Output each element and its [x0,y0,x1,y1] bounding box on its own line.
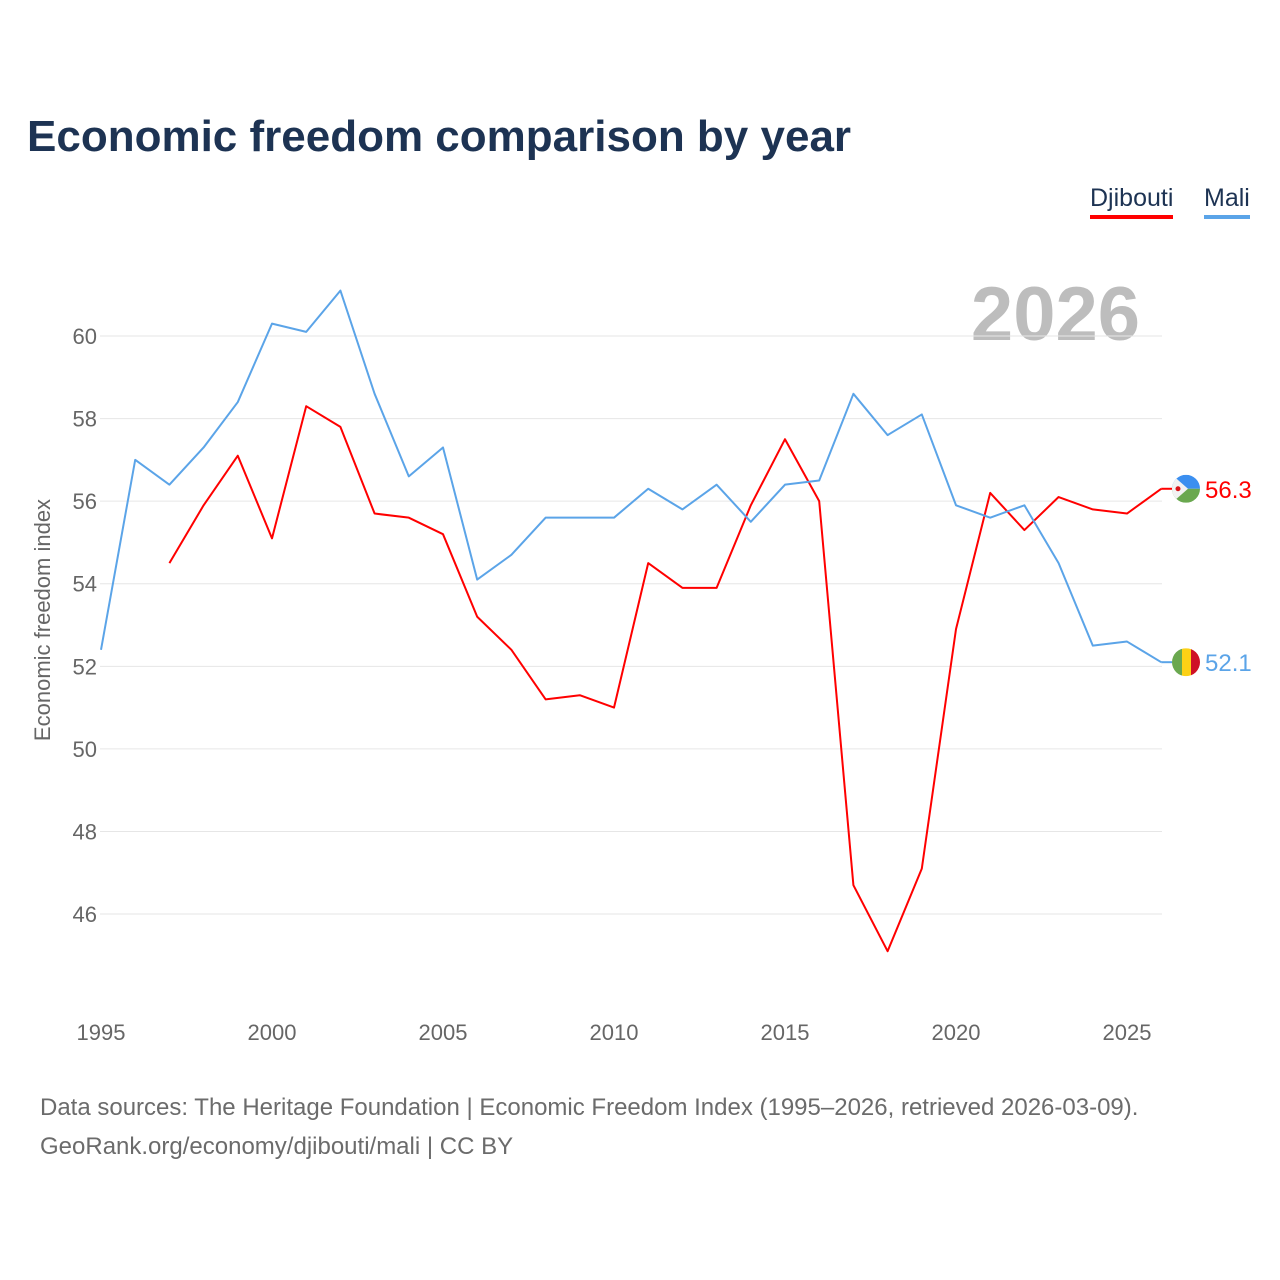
x-tick-label: 2010 [590,1020,639,1045]
x-tick-label: 2000 [248,1020,297,1045]
y-tick-label: 54 [73,572,97,597]
series-line-djibouti [168,405,1162,953]
y-axis-label: Economic freedom index [30,499,55,741]
y-tick-label: 46 [73,902,97,927]
y-tick-label: 56 [73,489,97,514]
footer-sources: Data sources: The Heritage Foundation | … [40,1088,1138,1166]
x-tick-label: 1995 [77,1020,126,1045]
chart-title: Economic freedom comparison by year [27,112,852,161]
x-tick-label: 2015 [761,1020,810,1045]
y-tick-label: 60 [73,324,97,349]
legend-mali[interactable]: Mali [1204,184,1250,219]
flag-mali-icon [1172,648,1200,677]
x-tick-label: 2005 [419,1020,468,1045]
series-line-mali [100,289,1162,664]
end-value-label-djibouti: 56.3 [1205,477,1252,504]
footer-line-1: Data sources: The Heritage Foundation | … [40,1094,1139,1121]
x-tick-label: 2020 [932,1020,981,1045]
year-watermark: 2026 [971,272,1140,357]
legend-djibouti[interactable]: Djibouti [1090,184,1174,219]
y-tick-label: 48 [73,819,97,844]
y-tick-label: 50 [73,737,97,762]
y-tick-label: 58 [73,407,97,432]
footer-line-2: GeoRank.org/economy/djibouti/mali | CC B… [40,1133,514,1160]
end-value-label-mali: 52.1 [1205,650,1252,677]
x-tick-label: 2025 [1103,1020,1152,1045]
y-tick-label: 52 [73,654,97,679]
flag-djibouti-icon [1172,474,1200,503]
